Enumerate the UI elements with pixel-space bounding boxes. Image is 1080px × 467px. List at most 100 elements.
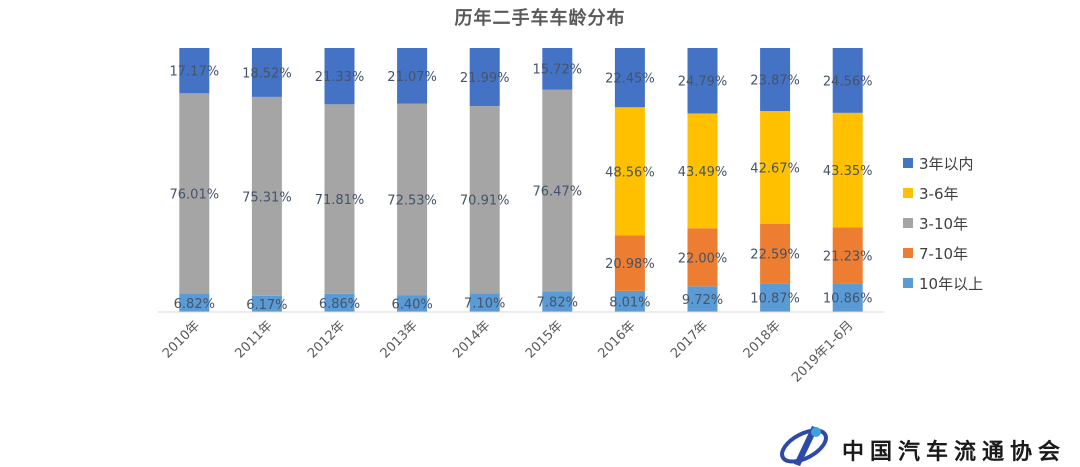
legend-item: 3-6年 <box>903 178 983 208</box>
data-label: 6.86% <box>319 297 360 312</box>
bar-segment <box>760 48 791 112</box>
data-label: 22.59% <box>750 247 800 262</box>
bar-segment <box>542 291 573 312</box>
bar-segment <box>469 293 500 312</box>
data-label: 42.67% <box>750 161 800 176</box>
bar-segment <box>687 228 718 287</box>
data-label: 43.35% <box>823 164 873 179</box>
chart-title: 历年二手车车龄分布 <box>454 8 626 29</box>
data-label: 72.53% <box>387 193 437 208</box>
bar-segment <box>324 293 355 312</box>
bar-segment <box>687 48 718 114</box>
bar-segment <box>397 103 428 296</box>
data-label: 7.82% <box>537 296 578 311</box>
x-tick-label: 2017年 <box>668 318 711 361</box>
bar-segment <box>832 283 863 312</box>
bar-segment <box>251 48 282 97</box>
legend-item: 10年以上 <box>903 268 983 298</box>
legend-label: 10年以上 <box>919 274 984 293</box>
x-tick-label: 2016年 <box>596 318 639 361</box>
legend-swatch <box>903 188 913 198</box>
data-label: 43.49% <box>678 165 728 180</box>
x-tick-label: 2013年 <box>378 318 421 361</box>
data-label: 21.99% <box>460 71 510 86</box>
data-label: 20.98% <box>605 257 655 272</box>
org-name: 中国汽车流通协会 <box>842 439 1067 465</box>
data-label: 24.56% <box>823 74 873 89</box>
data-label: 24.79% <box>678 75 728 90</box>
data-label: 75.31% <box>242 190 292 205</box>
legend-label: 3-6年 <box>919 184 959 203</box>
bar-segment <box>760 283 791 312</box>
legend-item: 3年以内 <box>903 148 983 178</box>
x-tick-label: 2018年 <box>741 318 784 361</box>
org-logo: 中国汽车流通协会 <box>770 420 1070 467</box>
legend-swatch <box>903 158 913 168</box>
x-tick-label: 2019年1-6月 <box>789 318 856 385</box>
legend-swatch <box>903 218 913 228</box>
bar-segment <box>251 295 282 312</box>
data-label: 76.47% <box>533 184 583 199</box>
data-label: 10.86% <box>823 292 873 307</box>
legend-label: 3-10年 <box>919 214 969 233</box>
bar-segment <box>832 48 863 113</box>
data-label: 18.52% <box>242 66 292 81</box>
bar-segment <box>469 106 500 294</box>
data-label: 21.23% <box>823 249 873 264</box>
bar-segment <box>324 48 355 105</box>
x-tick-label: 2015年 <box>523 318 566 361</box>
bar-segment <box>251 96 282 296</box>
bar-segment <box>760 223 791 284</box>
legend-swatch <box>903 278 913 288</box>
bar-segment <box>179 48 210 94</box>
bar-segment <box>760 111 791 224</box>
legend-item: 3-10年 <box>903 208 983 238</box>
data-label: 21.07% <box>387 70 437 85</box>
bar-segment <box>614 235 645 291</box>
data-label: 22.45% <box>605 72 655 87</box>
data-label: 71.81% <box>315 193 365 208</box>
bar-segment <box>542 48 573 90</box>
data-label: 76.01% <box>170 188 220 203</box>
data-label: 48.56% <box>605 165 655 180</box>
data-label: 17.17% <box>170 65 220 80</box>
data-label: 23.87% <box>750 74 800 89</box>
bar-segment <box>179 293 210 312</box>
logo-emblem-icon <box>780 426 828 466</box>
bar-segment <box>687 113 718 229</box>
data-label: 21.33% <box>315 70 365 85</box>
bar-segment <box>832 112 863 228</box>
bar-segment <box>687 286 718 312</box>
chart-legend: 3年以内 3-6年 3-10年 7-10年 10年以上 <box>903 148 983 298</box>
bar-segment <box>832 227 863 284</box>
bar-segment <box>397 295 428 312</box>
data-label: 6.17% <box>246 298 287 313</box>
data-label: 6.40% <box>391 298 432 313</box>
data-label: 6.82% <box>174 297 215 312</box>
legend-swatch <box>903 248 913 258</box>
x-tick-label: 2010年 <box>160 318 203 361</box>
data-label: 9.72% <box>682 293 723 308</box>
legend-label: 3年以内 <box>919 154 974 173</box>
bar-segment <box>614 48 645 108</box>
bar-segment <box>179 93 210 294</box>
bar-segment <box>469 48 500 107</box>
bar-segment <box>324 104 355 294</box>
legend-label: 7-10年 <box>919 244 969 263</box>
data-label: 70.91% <box>460 194 510 209</box>
x-tick-label: 2014年 <box>450 318 493 361</box>
x-tick-label: 2012年 <box>305 318 348 361</box>
data-label: 8.01% <box>609 295 650 310</box>
data-label: 15.72% <box>533 63 583 78</box>
bar-segment <box>397 48 428 104</box>
data-label: 22.00% <box>678 251 728 266</box>
bar-segment <box>614 107 645 236</box>
x-tick-label: 2011年 <box>233 318 276 361</box>
legend-item: 7-10年 <box>903 238 983 268</box>
bar-segment <box>542 89 573 292</box>
bar-segment <box>614 290 645 312</box>
data-label: 10.87% <box>750 292 800 307</box>
data-label: 7.10% <box>464 297 505 312</box>
